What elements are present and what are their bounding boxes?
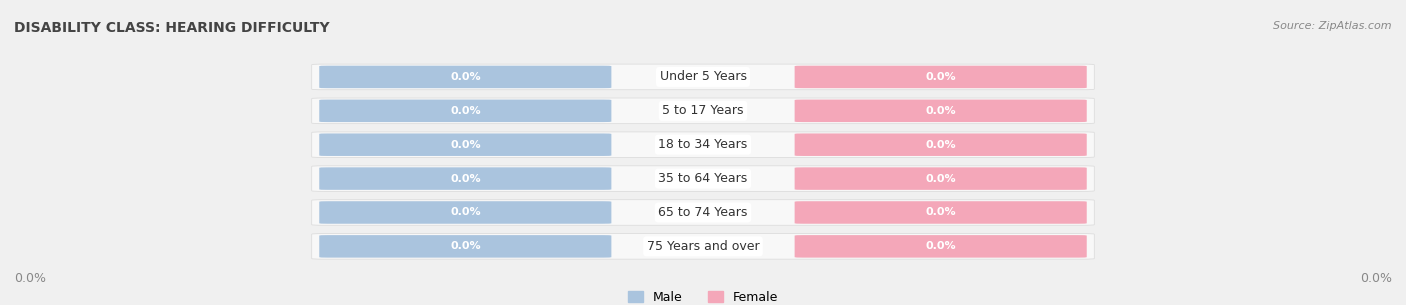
Text: 0.0%: 0.0% — [14, 272, 46, 285]
FancyBboxPatch shape — [794, 99, 1087, 122]
Text: 0.0%: 0.0% — [1360, 272, 1392, 285]
Text: 0.0%: 0.0% — [450, 106, 481, 116]
Text: 0.0%: 0.0% — [925, 106, 956, 116]
FancyBboxPatch shape — [319, 99, 612, 122]
FancyBboxPatch shape — [312, 166, 1094, 192]
Text: 0.0%: 0.0% — [925, 241, 956, 251]
Text: 65 to 74 Years: 65 to 74 Years — [658, 206, 748, 219]
FancyBboxPatch shape — [312, 98, 1094, 124]
Text: 0.0%: 0.0% — [450, 241, 481, 251]
FancyBboxPatch shape — [319, 167, 612, 190]
Text: 0.0%: 0.0% — [450, 140, 481, 150]
FancyBboxPatch shape — [312, 200, 1094, 225]
FancyBboxPatch shape — [794, 235, 1087, 258]
FancyBboxPatch shape — [319, 235, 612, 258]
FancyBboxPatch shape — [794, 134, 1087, 156]
Text: 18 to 34 Years: 18 to 34 Years — [658, 138, 748, 151]
Text: 0.0%: 0.0% — [450, 174, 481, 184]
Text: 0.0%: 0.0% — [925, 207, 956, 217]
Text: 35 to 64 Years: 35 to 64 Years — [658, 172, 748, 185]
FancyBboxPatch shape — [312, 132, 1094, 157]
FancyBboxPatch shape — [794, 201, 1087, 224]
Text: 5 to 17 Years: 5 to 17 Years — [662, 104, 744, 117]
FancyBboxPatch shape — [312, 234, 1094, 259]
Legend: Male, Female: Male, Female — [623, 286, 783, 305]
Text: 0.0%: 0.0% — [450, 72, 481, 82]
FancyBboxPatch shape — [319, 66, 612, 88]
Text: 0.0%: 0.0% — [925, 140, 956, 150]
FancyBboxPatch shape — [319, 201, 612, 224]
FancyBboxPatch shape — [319, 134, 612, 156]
Text: 75 Years and over: 75 Years and over — [647, 240, 759, 253]
Text: 0.0%: 0.0% — [450, 207, 481, 217]
Text: Source: ZipAtlas.com: Source: ZipAtlas.com — [1274, 21, 1392, 31]
Text: DISABILITY CLASS: HEARING DIFFICULTY: DISABILITY CLASS: HEARING DIFFICULTY — [14, 21, 329, 35]
Text: 0.0%: 0.0% — [925, 174, 956, 184]
Text: Under 5 Years: Under 5 Years — [659, 70, 747, 84]
Text: 0.0%: 0.0% — [925, 72, 956, 82]
FancyBboxPatch shape — [794, 66, 1087, 88]
FancyBboxPatch shape — [794, 167, 1087, 190]
FancyBboxPatch shape — [312, 64, 1094, 90]
